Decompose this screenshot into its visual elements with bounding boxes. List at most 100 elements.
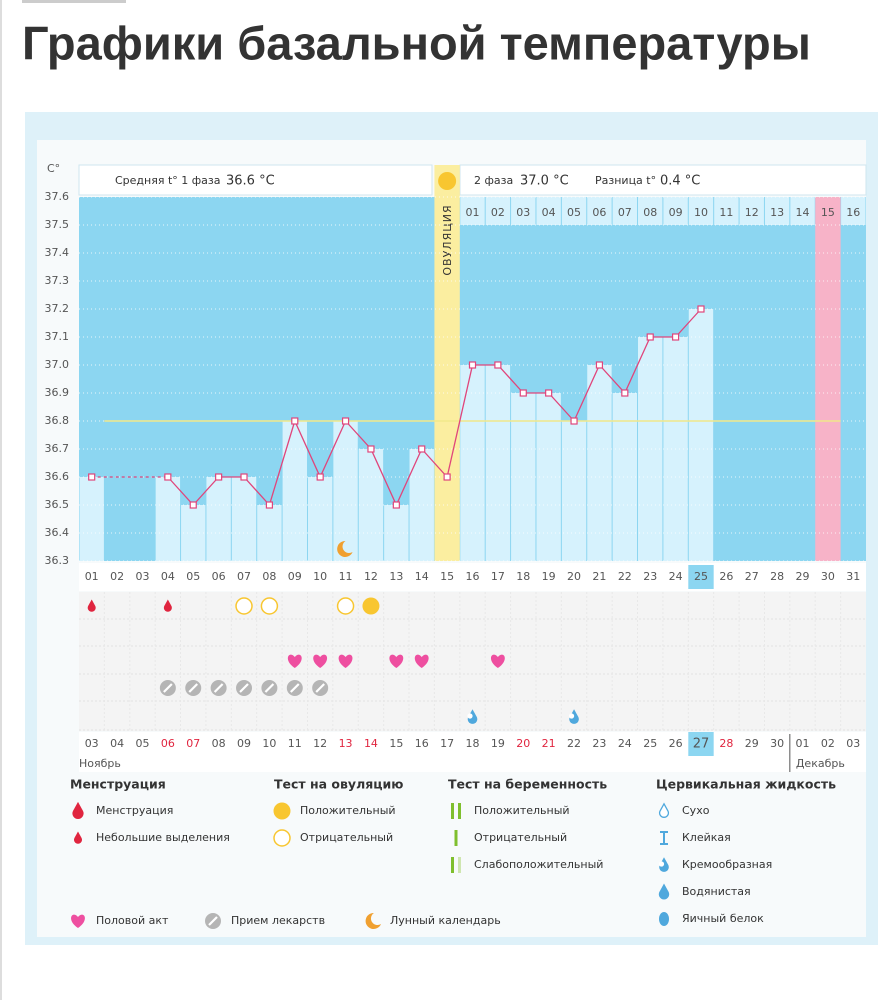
temp-line: [167, 308, 702, 507]
month-label: Декабрь: [796, 757, 845, 770]
calendar-date: 15: [389, 737, 403, 750]
legend-icon: [273, 829, 291, 847]
cycle-day: 04: [542, 206, 556, 219]
temp-point: [621, 389, 629, 397]
event-drop-red: [87, 599, 96, 612]
event-drop-creamy: [568, 709, 579, 724]
event-circle-open: [235, 597, 253, 615]
y-tick-label: 36.7: [45, 442, 70, 455]
heart: [414, 654, 429, 668]
cycle-cell: [511, 197, 536, 225]
x-tick-label: 22: [618, 570, 632, 583]
drop: [73, 831, 83, 844]
legend-icon: [451, 857, 461, 873]
y-tick-label: 37.0: [45, 358, 70, 371]
diff-value: 0.4 °C: [660, 174, 700, 189]
legend-label: Отрицательный: [474, 831, 567, 844]
x-tick-label: 23: [643, 570, 657, 583]
temp-bar: [638, 337, 663, 561]
x-tick-label: 31: [846, 570, 860, 583]
legend-title: Менструация: [70, 777, 166, 792]
drop: [163, 599, 172, 612]
temp-bar: [384, 505, 409, 561]
y-tick-label: 37.5: [45, 218, 70, 231]
cycle-day: 03: [516, 206, 530, 219]
event-heart: [490, 654, 505, 668]
legend-icon: [72, 801, 84, 820]
y-tick-label: 36.9: [45, 386, 70, 399]
event-heart: [313, 654, 328, 668]
events-bg: [79, 592, 866, 731]
calendar-date: 07: [186, 737, 200, 750]
legend-icon: [659, 912, 669, 926]
calendar-date: 16: [415, 737, 429, 750]
legend-icon: [658, 857, 669, 872]
event-pill: [210, 680, 227, 696]
x-tick-label: 12: [364, 570, 378, 583]
x-tick-label: 07: [237, 570, 251, 583]
pill-line: [188, 683, 199, 693]
calendar-date: 24: [618, 737, 632, 750]
event-pill: [159, 680, 176, 696]
temp-point: [164, 473, 172, 481]
legend-label: Менструация: [96, 804, 173, 817]
temp-bar: [409, 449, 434, 561]
phase1-value: 36.6 °C: [226, 174, 275, 189]
ovulation-column: [434, 165, 460, 561]
calendar-date: 18: [466, 737, 480, 750]
y-tick-label: 36.6: [45, 470, 70, 483]
page-title: Графики базальной температуры: [22, 16, 811, 69]
cycle-cell: [739, 197, 764, 225]
legend-label: Небольшие выделения: [96, 831, 230, 844]
legend-icon: [205, 913, 221, 929]
cycle-cell: [638, 197, 663, 225]
legend-icon: [71, 914, 85, 928]
y-tick-label: 36.3: [45, 554, 70, 567]
temp-point: [697, 305, 705, 313]
chart: ОВУЛЯЦИЯ 01 02 03 04 05 06 07 08 09 10 11 12 13 14 15 16…: [45, 165, 866, 929]
event-pill: [236, 680, 253, 696]
temp-point: [367, 445, 375, 453]
x-tick-label: 08: [262, 570, 276, 583]
circle: [362, 597, 380, 615]
legend-label: Лунный календарь: [390, 914, 501, 927]
heart: [338, 654, 353, 668]
drop: [87, 599, 96, 612]
phase2-label: 2 фаза: [474, 174, 513, 187]
x-tick-label: 14: [415, 570, 429, 583]
cycle-cell: [460, 197, 485, 225]
event-pill: [312, 680, 329, 696]
temp-point: [494, 361, 502, 369]
pill-line: [208, 916, 218, 926]
legend-label: Положительный: [474, 804, 570, 817]
y-tick-label: 37.4: [45, 246, 70, 259]
legend-label: Яичный белок: [682, 912, 764, 925]
x-tick-label: 13: [389, 570, 403, 583]
x-tick-label: 06: [212, 570, 226, 583]
x-tick-label: 27: [745, 570, 759, 583]
phase1-label: Средняя t° 1 фаза: [115, 174, 221, 187]
legend-label: Прием лекарств: [231, 914, 325, 927]
event-circle-open: [336, 597, 355, 615]
event-drop-red: [163, 599, 172, 612]
temp-point: [443, 473, 451, 481]
x-tick-label: 10: [313, 570, 327, 583]
month-label: Ноябрь: [79, 757, 121, 770]
calendar-date: 11: [288, 737, 302, 750]
event-circle-open: [260, 597, 279, 615]
cycle-cell: [485, 197, 511, 225]
cycle-day: 05: [567, 206, 581, 219]
calendar-date: 03: [85, 737, 99, 750]
circle: [273, 802, 291, 820]
x-tick-label: 11: [339, 570, 353, 583]
legend-icon: [273, 802, 291, 820]
event-heart: [414, 654, 429, 668]
temp-point: [671, 333, 680, 341]
calendar-date: 27: [693, 737, 710, 752]
cycle-day: 15: [821, 206, 835, 219]
cycle-cell: [663, 197, 688, 225]
pill-line: [264, 683, 275, 693]
event-pill: [286, 680, 303, 696]
cycle-day: 13: [770, 206, 784, 219]
